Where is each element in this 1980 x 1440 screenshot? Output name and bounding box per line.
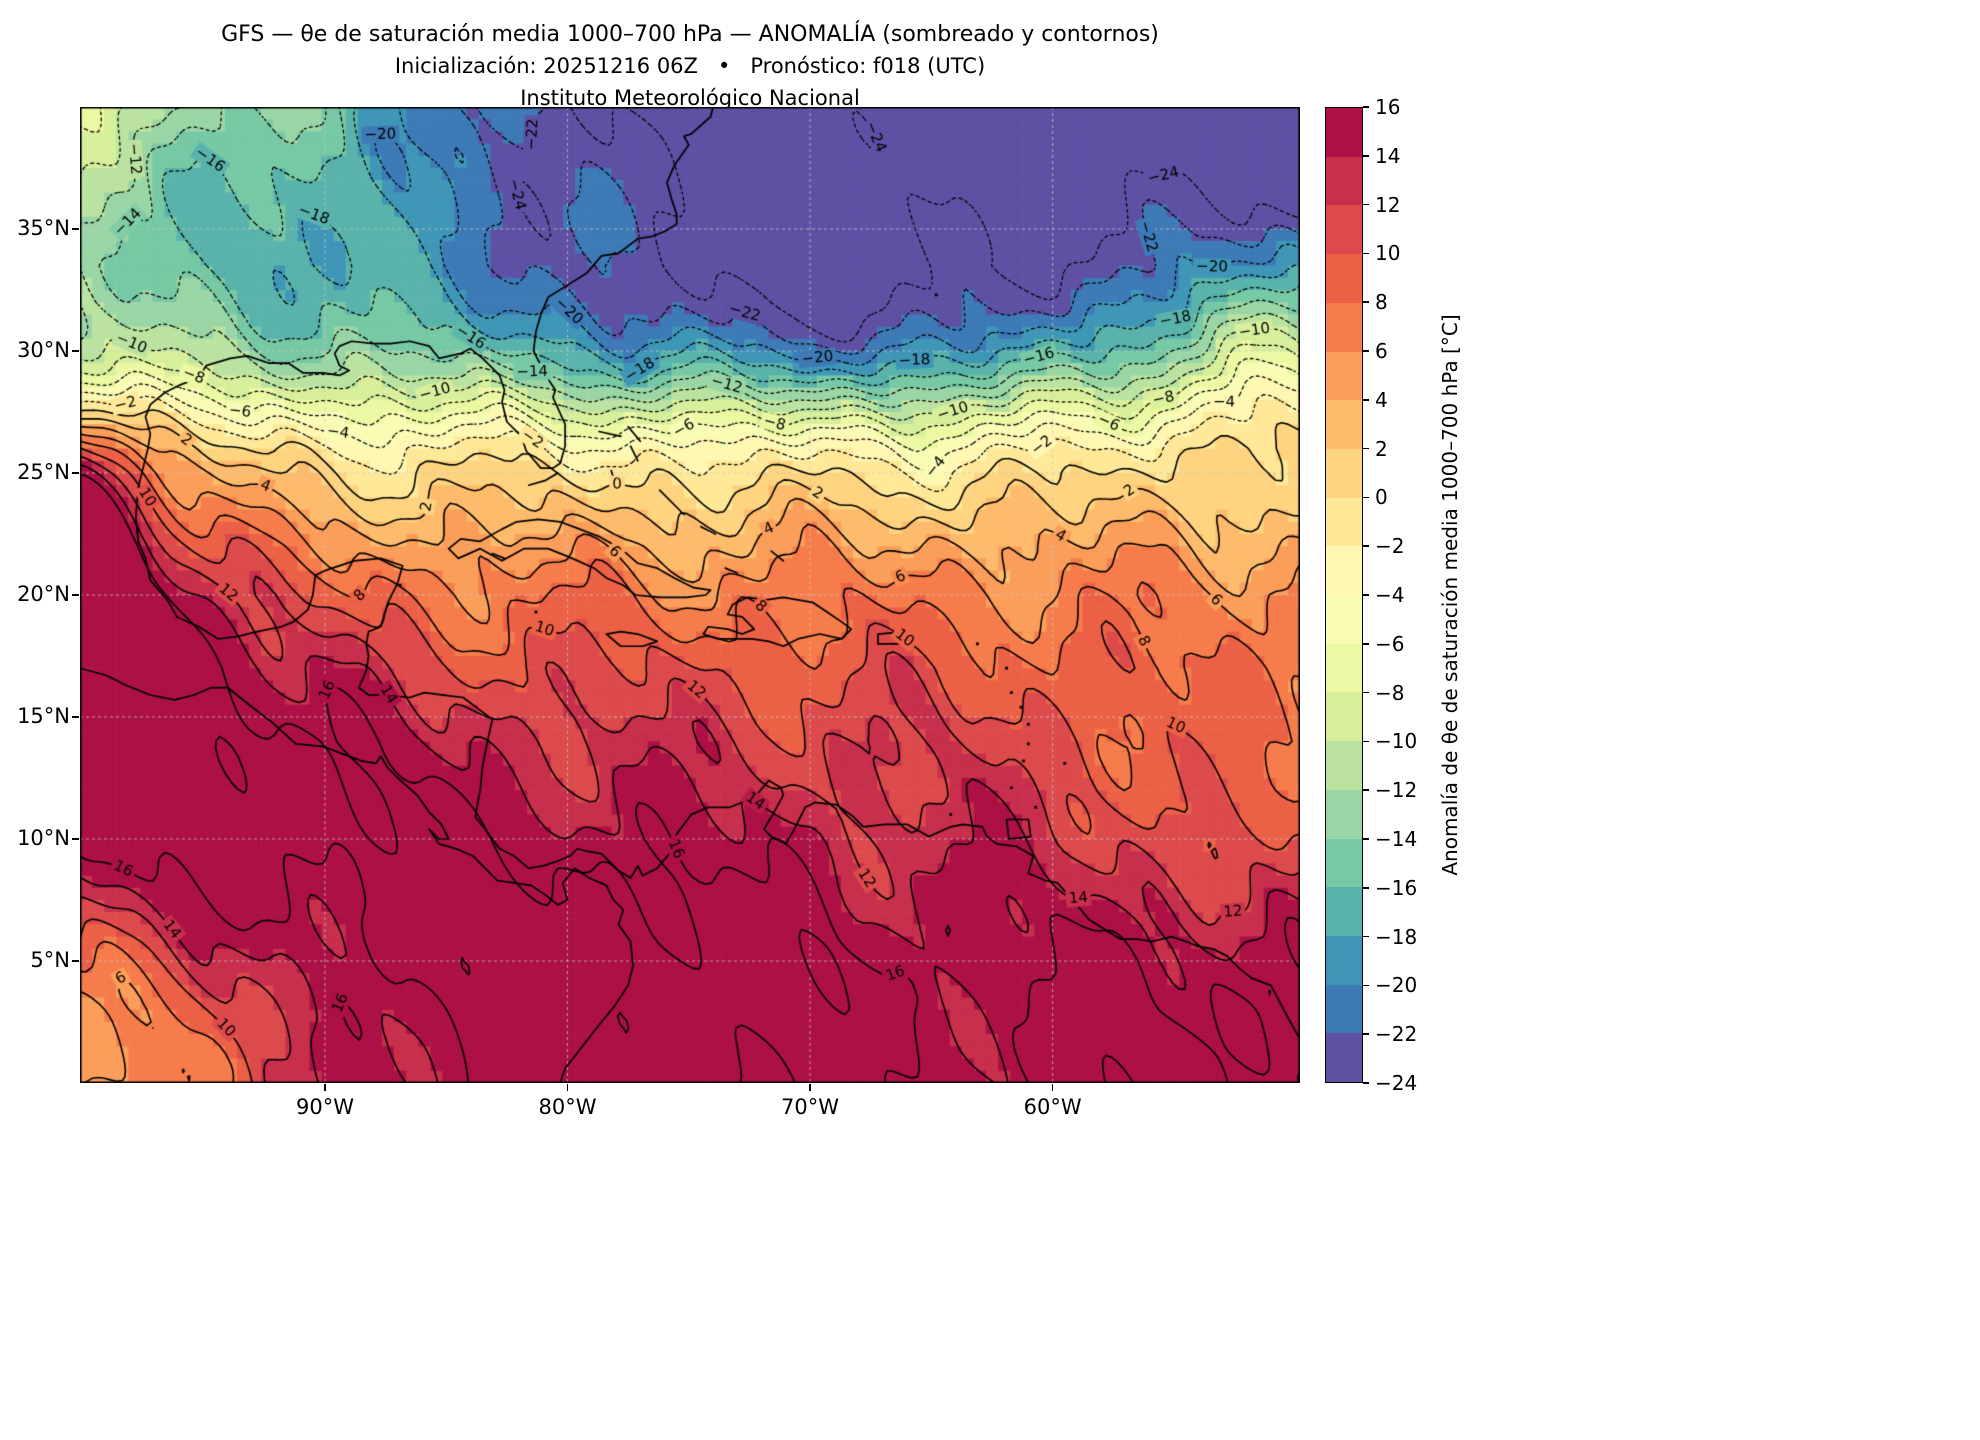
colorbar-cell [1326, 838, 1362, 888]
colorbar-cell [1326, 254, 1362, 303]
colorbar-tick-label: 10 [1375, 241, 1401, 266]
colorbar-tick-mark [1363, 301, 1369, 303]
colorbar-tick-mark [1363, 691, 1369, 694]
colorbar-tick-label: −24 [1375, 1071, 1418, 1095]
chart-subtitle: Inicialización: 20251216 06Z • Pronóstic… [394, 54, 986, 78]
x-tick-label: 60°W [1023, 1095, 1082, 1119]
colorbar-tick-label: −4 [1375, 583, 1405, 607]
y-tick-label: 35°N [17, 216, 70, 240]
colorbar-tick-label: 4 [1375, 387, 1388, 412]
colorbar-tick-mark [1363, 887, 1369, 889]
colorbar-tick-label: 0 [1375, 485, 1388, 510]
colorbar-cell [1326, 643, 1362, 693]
x-tick-mark [566, 1084, 569, 1091]
colorbar-tick-label: 8 [1375, 290, 1388, 315]
y-tick-label: 25°N [17, 460, 70, 484]
colorbar-cell [1326, 400, 1362, 449]
colorbar-cell [1326, 302, 1362, 352]
colorbar-tick-label: −22 [1375, 1022, 1418, 1047]
colorbar-tick-label: −6 [1375, 631, 1405, 656]
colorbar-tick-mark [1363, 789, 1369, 791]
colorbar-cell [1326, 448, 1362, 498]
colorbar-tick-mark [1363, 496, 1369, 499]
colorbar-cell [1326, 108, 1362, 157]
x-tick-mark [1051, 1084, 1054, 1091]
colorbar-cell [1326, 984, 1362, 1034]
x-tick-mark [324, 1084, 326, 1091]
y-tick-mark [72, 350, 79, 352]
colorbar-cell [1326, 1033, 1362, 1083]
colorbar-tick-label: 2 [1375, 436, 1388, 461]
anomaly-map-canvas [80, 107, 1300, 1083]
colorbar-tick-mark [1363, 545, 1369, 547]
colorbar-tick-mark [1363, 1033, 1369, 1035]
colorbar-tick-mark [1363, 203, 1369, 206]
y-tick-label: 20°N [17, 582, 70, 606]
y-tick-label: 30°N [17, 338, 70, 362]
colorbar-cell [1326, 156, 1362, 206]
colorbar-tick-mark [1363, 643, 1369, 645]
colorbar-tick-label: −16 [1375, 875, 1418, 900]
colorbar-cell [1326, 205, 1362, 255]
chart-title: GFS — θe de saturación media 1000–700 hP… [221, 22, 1159, 47]
colorbar-cell [1326, 351, 1362, 401]
x-tick-label: 70°W [781, 1095, 840, 1119]
x-tick-mark [809, 1084, 811, 1091]
colorbar-tick-mark [1363, 106, 1369, 108]
x-tick-label: 90°W [295, 1095, 354, 1119]
colorbar-tick-label: 12 [1375, 192, 1401, 217]
colorbar-tick-label: −8 [1375, 680, 1405, 705]
colorbar-cell [1326, 741, 1362, 790]
colorbar-tick-mark [1363, 838, 1369, 840]
colorbar-tick-label: −14 [1375, 827, 1418, 851]
colorbar [1325, 107, 1363, 1083]
colorbar-tick-mark [1363, 740, 1369, 743]
colorbar-tick-mark [1363, 1082, 1369, 1084]
colorbar-tick-label: −10 [1375, 729, 1418, 754]
colorbar-tick-label: 16 [1375, 95, 1401, 119]
y-tick-label: 15°N [17, 704, 70, 728]
colorbar-tick-label: −12 [1375, 778, 1418, 803]
colorbar-tick-mark [1363, 594, 1369, 596]
colorbar-tick-mark [1363, 984, 1369, 987]
y-tick-label: 10°N [17, 826, 70, 850]
y-tick-mark [72, 472, 79, 474]
colorbar-cell [1326, 789, 1362, 839]
y-tick-mark [72, 716, 79, 718]
colorbar-tick-mark [1363, 155, 1369, 157]
chart-institution: Instituto Meteorológico Nacional [520, 86, 860, 110]
y-tick-mark [72, 594, 79, 596]
y-tick-label: 5°N [30, 948, 70, 972]
colorbar-cell [1326, 887, 1362, 936]
colorbar-tick-mark [1363, 447, 1369, 450]
y-tick-mark [72, 960, 79, 962]
y-tick-mark [72, 838, 79, 840]
colorbar-tick-label: 6 [1375, 339, 1388, 363]
colorbar-tick-label: −2 [1375, 534, 1405, 559]
colorbar-tick-mark [1363, 252, 1369, 255]
colorbar-label: Anomalía de θe de saturación media 1000–… [1438, 314, 1462, 876]
colorbar-cell [1326, 546, 1362, 596]
colorbar-cell [1326, 497, 1362, 547]
map-plot-area [80, 107, 1300, 1083]
colorbar-tick-label: 14 [1375, 143, 1401, 168]
colorbar-tick-mark [1363, 935, 1369, 938]
colorbar-cell [1326, 595, 1362, 644]
colorbar-cell [1326, 692, 1362, 742]
colorbar-tick-mark [1363, 350, 1369, 352]
colorbar-cell [1326, 935, 1362, 985]
x-tick-label: 80°W [538, 1095, 597, 1119]
y-tick-mark [72, 228, 79, 230]
colorbar-tick-label: −18 [1375, 924, 1418, 949]
colorbar-tick-label: −20 [1375, 973, 1418, 998]
colorbar-tick-mark [1363, 399, 1369, 401]
